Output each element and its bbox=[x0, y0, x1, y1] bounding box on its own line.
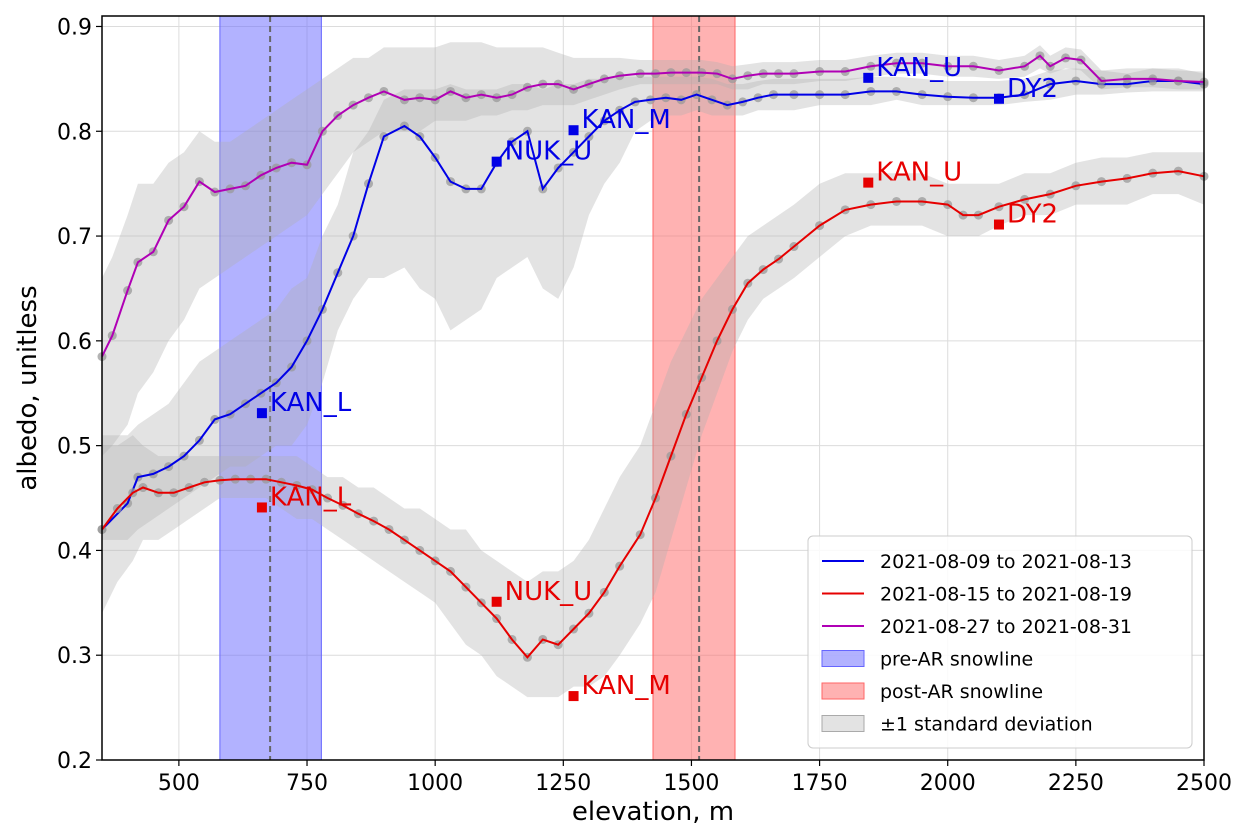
y-tick-label: 0.5 bbox=[57, 435, 92, 460]
y-tick-label: 0.2 bbox=[57, 749, 92, 774]
station-marker bbox=[863, 177, 874, 188]
x-axis-label: elevation, m bbox=[572, 797, 734, 827]
station-label: KAN_U bbox=[876, 158, 962, 188]
x-tick-label: 1250 bbox=[535, 771, 591, 796]
std-band bbox=[102, 152, 1204, 698]
legend-label: 2021-08-27 to 2021-08-31 bbox=[880, 616, 1132, 638]
legend-label: 2021-08-15 to 2021-08-19 bbox=[880, 584, 1132, 606]
legend-label: 2021-08-09 to 2021-08-13 bbox=[880, 551, 1132, 573]
legend-patch-swatch bbox=[821, 682, 865, 700]
station-markers: KAN_LNUK_UKAN_MKAN_UDY2KAN_LNUK_UKAN_MKA… bbox=[256, 53, 1058, 702]
station-label: DY2 bbox=[1007, 74, 1058, 104]
station-marker bbox=[993, 93, 1004, 104]
station-marker bbox=[256, 408, 267, 419]
station-label: NUK_U bbox=[505, 577, 593, 607]
series-line bbox=[101, 79, 1205, 531]
station-label: KAN_M bbox=[582, 105, 671, 135]
snowline-band bbox=[652, 15, 736, 761]
x-tick-label: 2250 bbox=[1048, 771, 1104, 796]
series-line bbox=[101, 170, 1205, 659]
station-label: KAN_L bbox=[270, 482, 352, 512]
station-label: KAN_U bbox=[876, 53, 962, 83]
plot-frame bbox=[101, 15, 1205, 761]
legend-label: ±1 standard deviation bbox=[880, 714, 1093, 736]
x-tick-label: 2500 bbox=[1176, 771, 1232, 796]
station-marker bbox=[256, 502, 267, 513]
legend-label: pre-AR snowline bbox=[880, 649, 1033, 671]
station-marker bbox=[491, 156, 502, 167]
station-label: KAN_M bbox=[582, 671, 671, 701]
station-label: DY2 bbox=[1007, 200, 1058, 230]
station-label: KAN_L bbox=[270, 388, 352, 418]
legend-patch-swatch bbox=[821, 715, 865, 732]
y-tick-label: 0.9 bbox=[57, 15, 92, 40]
station-marker bbox=[993, 219, 1004, 230]
station-marker bbox=[568, 691, 579, 702]
y-axis-label: albedo, unitless bbox=[13, 285, 43, 490]
y-tick-label: 0.4 bbox=[57, 539, 92, 564]
station-marker bbox=[491, 596, 502, 607]
y-tick-label: 0.7 bbox=[57, 225, 92, 250]
std-band bbox=[102, 68, 1204, 540]
series-line bbox=[101, 54, 1205, 358]
legend-patch-swatch bbox=[821, 650, 865, 667]
x-axis-ticks: 500 750 1000 1250 1500 1750 2000 2250 2500 bbox=[158, 760, 1232, 796]
std-deviation-fills bbox=[102, 42, 1204, 698]
x-tick-label: 2000 bbox=[920, 771, 976, 796]
x-tick-label: 500 bbox=[158, 771, 200, 796]
legend-label: post-AR snowline bbox=[880, 681, 1043, 703]
legend: 2021-08-09 to 2021-08-13 2021-08-15 to 20… bbox=[807, 535, 1193, 749]
y-tick-label: 0.8 bbox=[57, 120, 92, 145]
station-label: NUK_U bbox=[505, 137, 593, 167]
snowline-bands bbox=[219, 15, 736, 761]
x-tick-label: 1000 bbox=[407, 771, 463, 796]
legend-box bbox=[807, 535, 1193, 749]
y-tick-label: 0.6 bbox=[57, 330, 92, 355]
x-tick-label: 1750 bbox=[792, 771, 848, 796]
station-marker bbox=[863, 72, 874, 83]
station-marker bbox=[568, 125, 579, 136]
y-axis-ticks: 0.2 0.3 0.4 0.5 0.6 0.7 0.8 0.9 bbox=[57, 15, 102, 774]
x-tick-label: 750 bbox=[286, 771, 328, 796]
x-tick-label: 1500 bbox=[663, 771, 719, 796]
y-tick-label: 0.3 bbox=[57, 644, 92, 669]
